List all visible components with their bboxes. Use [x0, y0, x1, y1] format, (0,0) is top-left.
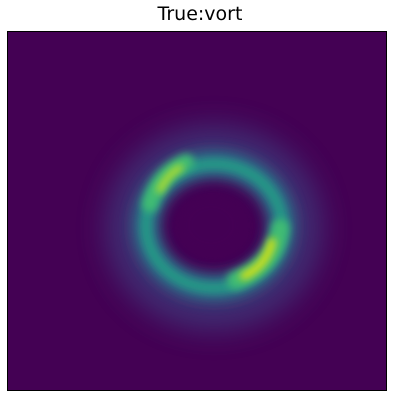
lens-image [8, 32, 386, 390]
lower-right-hotspot [240, 238, 276, 280]
outer-halo [106, 126, 322, 330]
plot-title: True:vort [157, 3, 243, 25]
lens-image-frame [7, 31, 387, 391]
upper-left-hotspot [156, 164, 184, 194]
ring-interior [175, 193, 247, 257]
